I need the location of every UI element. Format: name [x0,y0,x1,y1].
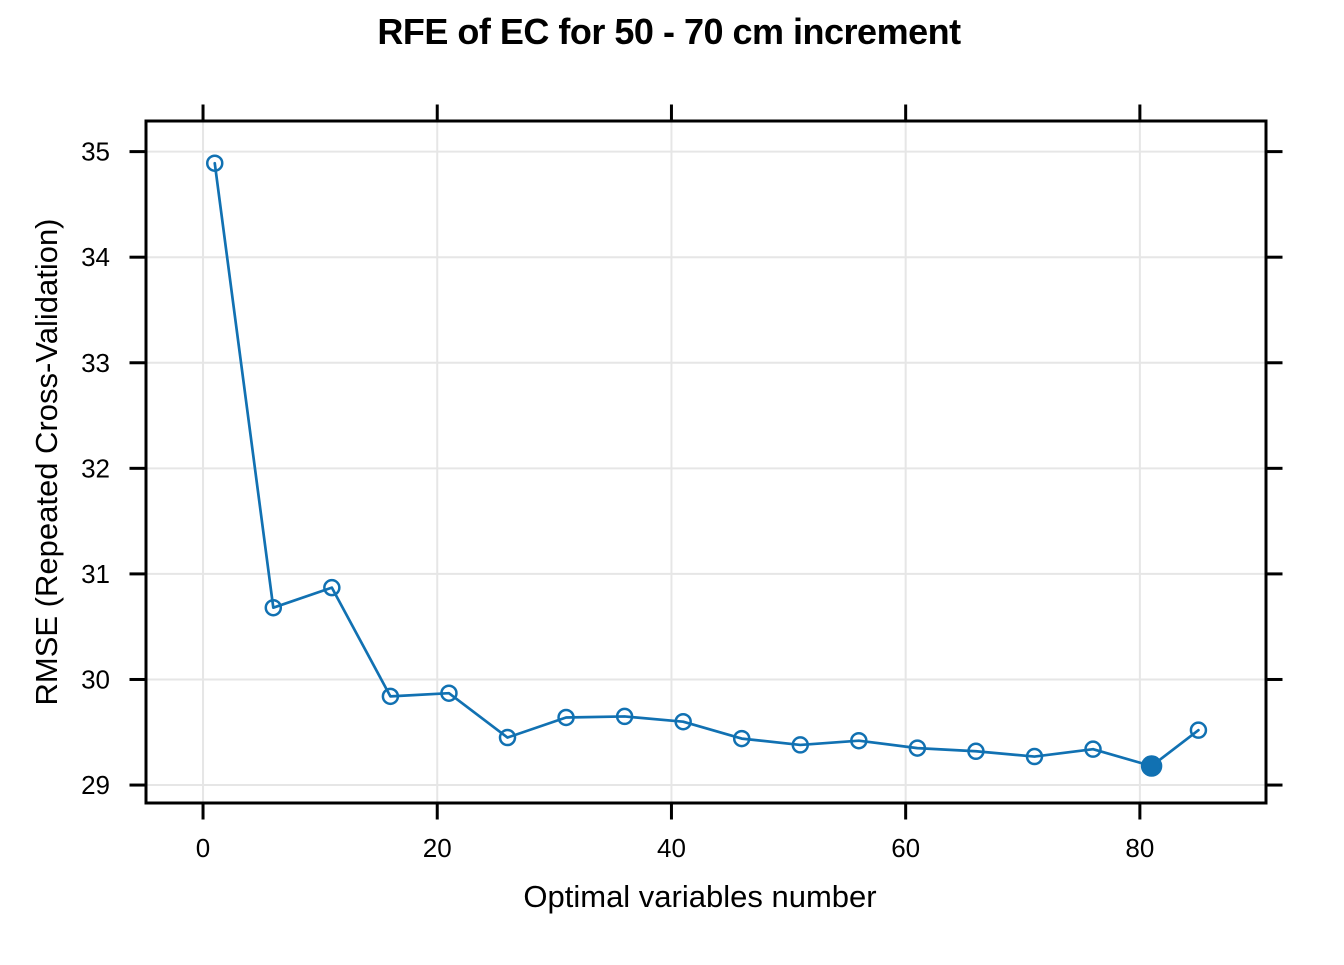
data-point [440,684,458,702]
data-point [908,739,927,757]
x-tick-label: 40 [657,833,686,863]
plot-border [144,119,1268,805]
x-tick-label: 0 [196,833,210,863]
optimal-data-point [1140,755,1163,777]
data-point [615,707,634,726]
data-point [557,708,575,727]
data-point [850,731,868,750]
gridlines [146,121,1266,803]
data-point [791,736,810,754]
data-point [1084,740,1102,758]
data-point [732,729,751,748]
y-tick-label: 32 [81,453,110,483]
axis-ticks [129,104,1283,820]
chart-title: RFE of EC for 50 - 70 cm increment [377,11,961,52]
data-point [381,687,400,706]
data-point [967,742,985,761]
y-tick-label: 29 [81,770,110,800]
x-tick-label: 20 [423,833,452,863]
x-axis-label: Optimal variables number [523,879,876,914]
data-point [205,154,224,172]
y-tick-label: 30 [81,664,110,694]
data-point [1189,721,1208,739]
y-tick-label: 33 [81,348,110,378]
x-tick-label: 80 [1125,833,1154,863]
axis-tick-labels: 0 20 40 60 80 29 30 31 32 33 34 35 [81,137,1154,863]
data-point [674,712,692,731]
y-tick-label: 35 [81,137,110,167]
data-point [498,728,517,747]
data-point [264,598,283,617]
data-point [1025,747,1044,766]
x-tick-label: 60 [891,833,920,863]
data-point [323,578,341,597]
rmse-line [213,161,1200,768]
y-tick-label: 34 [81,242,110,272]
y-tick-label: 31 [81,559,110,589]
rmse-series [205,154,1208,777]
y-axis-label: RMSE (Repeated Cross-Validation) [29,218,64,705]
